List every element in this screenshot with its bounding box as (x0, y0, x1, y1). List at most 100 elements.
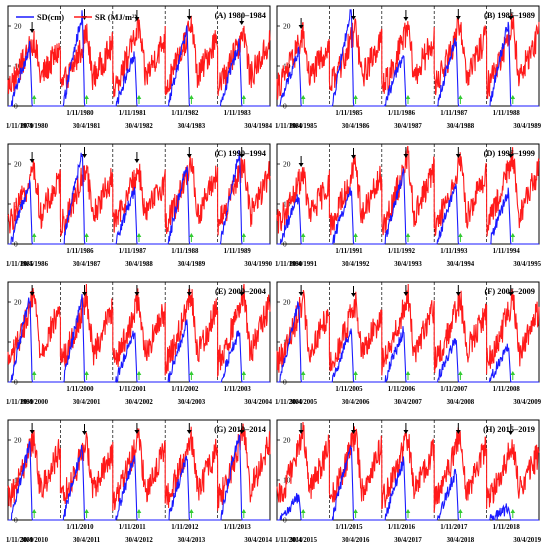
bottom-date-label: 30/4/1989 (178, 261, 206, 268)
y-tick-label: 0 (283, 516, 287, 525)
arrow-up-head-icon (189, 233, 194, 237)
panel-title: (D) 1995–1999 (484, 149, 535, 158)
panel-title: (G) 2010–2014 (214, 425, 267, 434)
y-tick-label: 10 (14, 62, 22, 71)
inner-date-label: 1/11/1992 (388, 248, 416, 255)
arrow-down-head-icon (403, 154, 409, 158)
arrow-up-head-icon (405, 509, 411, 513)
bottom-date-label: 30/4/2005 (289, 399, 317, 406)
bottom-date-label: 30/4/1980 (20, 123, 48, 130)
y-tick-label: 0 (283, 378, 287, 387)
bottom-date-label: 30/4/2018 (447, 537, 475, 544)
series-line-sr (7, 15, 271, 98)
arrow-up-head-icon (510, 371, 516, 375)
y-tick-label: 20 (283, 22, 291, 31)
arrow-down-head-icon (29, 292, 35, 296)
bottom-date-label: 30/4/1985 (289, 123, 317, 130)
arrow-down-head-icon (82, 154, 88, 158)
inner-date-label: 1/11/1994 (493, 248, 521, 255)
arrow-down-head-icon (82, 431, 88, 435)
series-line-sr (276, 13, 540, 100)
bottom-date-label: 30/4/2011 (73, 537, 101, 544)
bottom-date-label: 1/11/1979 (6, 123, 34, 130)
bottom-date-label: 30/4/2017 (394, 537, 422, 544)
arrow-up-head-icon (241, 371, 247, 375)
y-tick-label: 20 (14, 160, 22, 169)
bottom-date-label: 30/4/1986 (20, 261, 48, 268)
arrow-down-head-icon (508, 16, 514, 20)
inner-date-label: 1/11/1986 (66, 248, 94, 255)
arrow-down-head-icon (403, 292, 409, 296)
bottom-date-label: 30/4/1988 (125, 261, 153, 268)
arrow-down-head-icon (455, 430, 461, 434)
bottom-date-label: 30/4/1986 (342, 123, 370, 130)
inner-date-label: 1/11/2015 (335, 524, 363, 531)
arrow-up-head-icon (241, 95, 247, 99)
bottom-date-label: 30/4/2019 (513, 537, 541, 544)
y-tick-label: 20 (14, 436, 22, 445)
arrow-down-head-icon (186, 430, 192, 434)
series-line-sr (7, 154, 271, 236)
inner-date-label: 1/11/2016 (388, 524, 416, 531)
arrow-down-head-icon (29, 29, 35, 33)
arrow-up-head-icon (84, 95, 89, 99)
arrow-up-head-icon (510, 233, 516, 237)
bottom-date-label: 1/11/1984 (275, 123, 303, 130)
arrow-up-head-icon (84, 371, 89, 375)
y-tick-label: 20 (283, 298, 291, 307)
y-tick-label: 20 (283, 436, 291, 445)
bottom-date-label: 1/11/1999 (6, 399, 34, 406)
y-tick-label: 0 (14, 240, 18, 249)
bottom-date-label: 30/4/1993 (394, 261, 422, 268)
bottom-date-label: 30/4/2015 (289, 537, 317, 544)
arrow-up-head-icon (458, 509, 463, 513)
inner-date-label: 1/11/2008 (493, 386, 521, 393)
arrow-up-head-icon (458, 233, 463, 237)
bottom-date-label: 30/4/2014 (244, 537, 272, 544)
arrow-up-head-icon (84, 233, 89, 237)
series-line-sd (8, 10, 270, 107)
panel-title: (A) 1980–1984 (215, 11, 267, 20)
y-tick-label: 20 (14, 22, 22, 31)
arrow-down-head-icon (298, 163, 304, 167)
arrow-up-head-icon (31, 509, 37, 513)
arrow-up-head-icon (405, 371, 411, 375)
arrow-down-head-icon (239, 154, 245, 158)
inner-date-label: 1/11/1983 (224, 110, 252, 117)
inner-date-label: 1/11/2003 (224, 386, 252, 393)
arrow-up-head-icon (189, 95, 194, 99)
inner-date-label: 1/11/2010 (66, 524, 94, 531)
arrow-down-head-icon (134, 17, 140, 21)
arrow-down-head-icon (239, 430, 245, 434)
arrow-down-head-icon (186, 16, 192, 20)
bottom-date-label: 30/4/1982 (125, 123, 153, 130)
arrow-down-head-icon (455, 292, 461, 296)
inner-date-label: 1/11/1989 (224, 248, 252, 255)
inner-date-label: 1/11/2005 (335, 386, 363, 393)
inner-date-label: 1/11/2002 (171, 386, 199, 393)
inner-date-label: 1/11/1988 (493, 110, 521, 117)
arrow-up-head-icon (300, 95, 306, 99)
arrow-up-head-icon (510, 95, 516, 99)
inner-date-label: 1/11/2018 (493, 524, 521, 531)
arrow-down-head-icon (29, 430, 35, 434)
inner-date-label: 1/11/1981 (119, 110, 147, 117)
series-line-sd (277, 445, 539, 521)
inner-date-label: 1/11/2007 (440, 386, 468, 393)
panel-title: (C) 1990–1994 (215, 149, 267, 158)
arrow-up-head-icon (31, 233, 37, 237)
arrow-down-head-icon (239, 292, 245, 296)
arrow-up-head-icon (241, 509, 247, 513)
arrow-up-head-icon (84, 509, 89, 513)
arrow-down-head-icon (455, 154, 461, 158)
inner-date-label: 1/11/1987 (119, 248, 147, 255)
bottom-date-label: 30/4/1988 (447, 123, 475, 130)
inner-date-label: 1/11/2000 (66, 386, 94, 393)
arrow-up-head-icon (136, 233, 142, 237)
arrow-up-head-icon (300, 509, 306, 513)
inner-date-label: 1/11/2006 (388, 386, 416, 393)
series-line-sd (277, 168, 539, 245)
